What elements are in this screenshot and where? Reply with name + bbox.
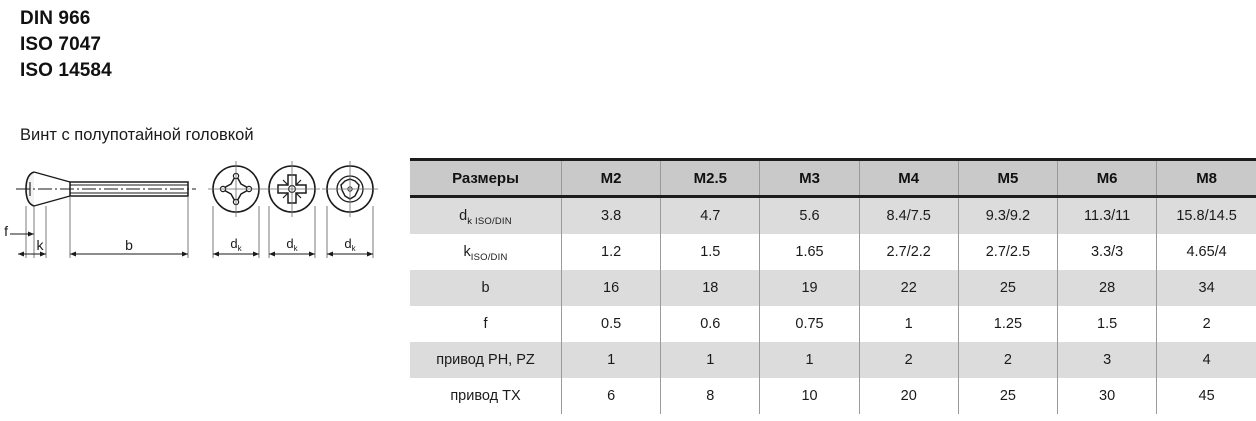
cell-k-m2: 1.2	[560, 234, 661, 270]
cell-ph-pz-m8: 4	[1156, 342, 1256, 378]
cell-f-m25: 0.6	[660, 306, 760, 342]
cell-k-m25: 1.5	[660, 234, 760, 270]
crosshair-phillips	[208, 161, 264, 217]
header-cell-sizes: Размеры	[410, 158, 562, 198]
cell-k-m6: 3.3/3	[1057, 234, 1157, 270]
cell-dk-m6: 11.3/11	[1057, 196, 1157, 234]
cell-tx-m6: 30	[1057, 378, 1157, 414]
extension-lines	[25, 196, 189, 258]
screw-side-view	[10, 171, 196, 258]
header-cell-m8: M8	[1156, 158, 1256, 198]
standards-list: DIN 966 ISO 7047 ISO 14584	[20, 6, 112, 84]
cell-dk-m3: 5.6	[759, 196, 860, 234]
row-label-f: f	[410, 306, 562, 342]
cell-tx-m25: 8	[660, 378, 760, 414]
table-header-row: Размеры M2 M2.5 M3 M4 M5 M6 M8	[410, 158, 1256, 198]
end-view-torx: dk	[322, 161, 378, 258]
cell-dk-m5: 9.3/9.2	[957, 196, 1058, 234]
screw-technical-drawing: f k b dk	[4, 161, 378, 258]
table-body: dk ISO/DIN 3.8 4.7 5.6 8.4/7.5 9.3/9.2 1…	[410, 196, 1256, 414]
crosshair-torx	[322, 161, 378, 217]
header-cell-m4: M4	[858, 158, 959, 198]
header-cell-m5: M5	[957, 158, 1058, 198]
dim-label-k: k	[37, 237, 45, 253]
row-label-base: d	[459, 208, 468, 224]
cell-tx-m5: 25	[957, 378, 1058, 414]
standard-iso-7047: ISO 7047	[20, 34, 102, 55]
cell-ph-pz-m6: 3	[1057, 342, 1157, 378]
cell-tx-m2: 6	[560, 378, 661, 414]
cell-f-m4: 1	[858, 306, 959, 342]
table-row: привод TX 6 8 10 20 25 30 45	[410, 378, 1256, 414]
cell-ph-pz-m25: 1	[660, 342, 760, 378]
head-cone-top	[33, 171, 71, 183]
table-row: dk ISO/DIN 3.8 4.7 5.6 8.4/7.5 9.3/9.2 1…	[410, 196, 1256, 234]
end-view-phillips: dk	[208, 161, 264, 258]
cell-b-m2: 16	[560, 270, 661, 306]
cell-f-m2: 0.5	[560, 306, 661, 342]
cell-b-m25: 18	[660, 270, 760, 306]
cell-tx-m4: 20	[858, 378, 959, 414]
dim-label-f: f	[4, 223, 8, 239]
cell-k-m5: 2.7/2.5	[957, 234, 1058, 270]
header-cell-m2: M2	[560, 158, 661, 198]
specification-table: Размеры M2 M2.5 M3 M4 M5 M6 M8 dk ISO/DI…	[410, 158, 1256, 414]
row-label-k: kISO/DIN	[410, 234, 562, 270]
ext-phillips	[212, 206, 260, 258]
standard-iso-14584: ISO 14584	[20, 60, 112, 81]
row-label-dk: dk ISO/DIN	[410, 196, 562, 234]
dim-label-dk-phillips: dk	[230, 236, 242, 253]
dim-label-b: b	[125, 237, 133, 253]
row-label-subscript: k ISO/DIN	[467, 216, 512, 227]
standard-din: DIN 966	[20, 8, 91, 29]
spec-table-container: Размеры M2 M2.5 M3 M4 M5 M6 M8 dk ISO/DI…	[410, 158, 1256, 414]
end-view-pozidriv: dk	[264, 161, 320, 258]
table-row: b 16 18 19 22 25 28 34	[410, 270, 1256, 306]
cell-f-m5: 1.25	[957, 306, 1058, 342]
row-label-b: b	[410, 270, 562, 306]
dim-label-dk-pozidriv: dk	[286, 236, 298, 253]
product-title: Винт с полупотайной головкой	[20, 126, 254, 144]
dim-label-dk-torx: dk	[344, 236, 356, 253]
cell-f-m3: 0.75	[759, 306, 860, 342]
row-label-drive-tx: привод TX	[410, 378, 562, 414]
cell-k-m3: 1.65	[759, 234, 860, 270]
pozidriv-ribs	[282, 179, 302, 199]
cell-b-m8: 34	[1156, 270, 1256, 306]
cell-dk-m8: 15.8/14.5	[1156, 196, 1256, 234]
cell-f-m6: 1.5	[1057, 306, 1157, 342]
cell-ph-pz-m4: 2	[858, 342, 959, 378]
cell-tx-m3: 10	[759, 378, 860, 414]
cell-dk-m2: 3.8	[560, 196, 661, 234]
cell-f-m8: 2	[1156, 306, 1256, 342]
table-row: kISO/DIN 1.2 1.5 1.65 2.7/2.2 2.7/2.5 3.…	[410, 234, 1256, 270]
cell-dk-m25: 4.7	[660, 196, 760, 234]
header-cell-m3: M3	[759, 158, 860, 198]
crosshair-pozidriv	[264, 161, 320, 217]
cell-b-m5: 25	[957, 270, 1058, 306]
cell-ph-pz-m5: 2	[957, 342, 1058, 378]
cell-b-m3: 19	[759, 270, 860, 306]
cell-ph-pz-m3: 1	[759, 342, 860, 378]
table-row: f 0.5 0.6 0.75 1 1.25 1.5 2	[410, 306, 1256, 342]
ext-pozidriv	[268, 206, 316, 258]
row-label-base: k	[463, 244, 471, 260]
cell-tx-m8: 45	[1156, 378, 1256, 414]
left-panel: DIN 966 ISO 7047 ISO 14584 Винт с полупо…	[0, 0, 410, 421]
header-cell-m6: M6	[1057, 158, 1157, 198]
cell-b-m6: 28	[1057, 270, 1157, 306]
cell-k-m4: 2.7/2.2	[858, 234, 959, 270]
row-label-drive-ph-pz: привод PH, PZ	[410, 342, 562, 378]
cell-k-m8: 4.65/4	[1156, 234, 1256, 270]
row-label-subscript: ISO/DIN	[470, 252, 508, 263]
table-head: Размеры M2 M2.5 M3 M4 M5 M6 M8	[410, 158, 1256, 198]
head-cone-bottom	[33, 195, 71, 207]
cell-ph-pz-m2: 1	[560, 342, 661, 378]
cell-dk-m4: 8.4/7.5	[858, 196, 959, 234]
header-cell-m25: M2.5	[660, 158, 760, 198]
ext-torx	[326, 206, 374, 258]
cell-b-m4: 22	[858, 270, 959, 306]
table-row: привод PH, PZ 1 1 1 2 2 3 4	[410, 342, 1256, 378]
